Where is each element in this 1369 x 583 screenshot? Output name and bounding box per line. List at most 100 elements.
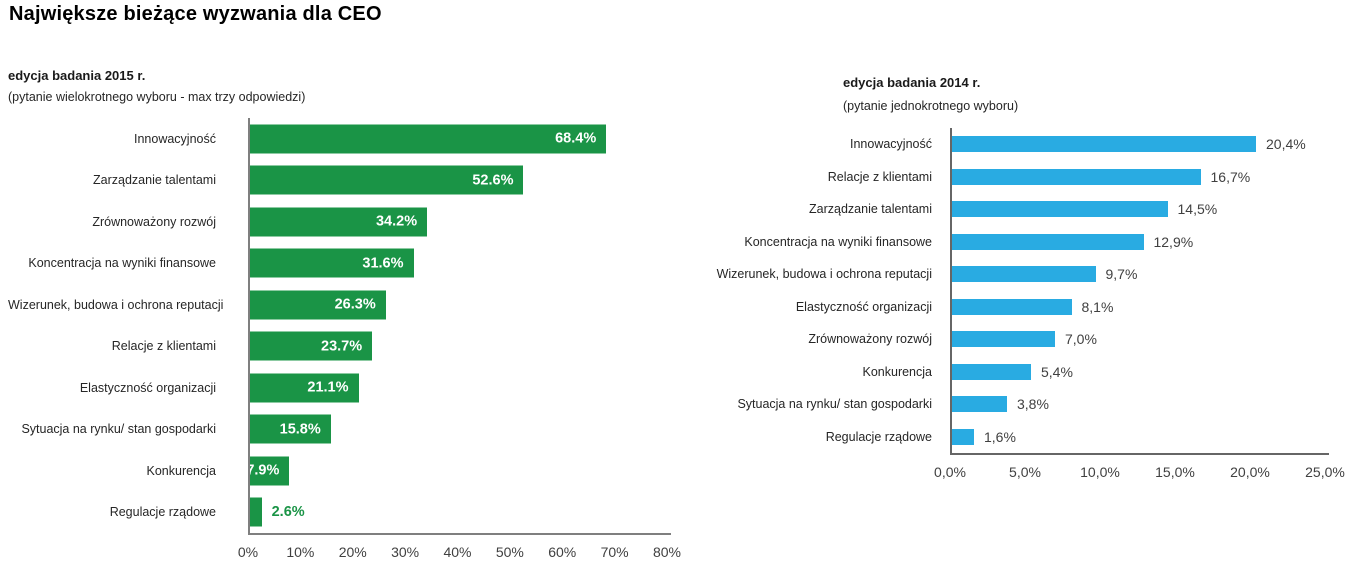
bar: 34.2% <box>248 207 428 237</box>
chart-2014-subtitle: (pytanie jednokrotnego wyboru) <box>843 99 1019 113</box>
value-label: 14,5% <box>1177 201 1218 218</box>
value-label: 15.8% <box>279 421 321 438</box>
bar: 26.3% <box>248 290 386 320</box>
x-tick-label: 20,0% <box>1230 464 1270 480</box>
value-label: 31.6% <box>362 255 404 272</box>
bar-track: 2.6% <box>248 492 667 534</box>
bar-row: Konkurencja 7.9% <box>8 450 667 492</box>
bar-track: 26.3% <box>248 284 667 326</box>
bar-track: 52.6% <box>248 160 667 202</box>
bar-row: Sytuacja na rynku/ stan gospodarki 15.8% <box>8 409 667 451</box>
x-tick-label: 10,0% <box>1080 464 1120 480</box>
bar <box>950 266 1096 283</box>
value-label: 8,1% <box>1081 298 1114 315</box>
chart-2015-header: edycja badania 2015 r. <box>8 68 146 83</box>
bar <box>950 233 1144 250</box>
bar-row: Innowacyjność 20,4% <box>705 128 1325 161</box>
category-label: Wizerunek, budowa i ochrona reputacji <box>716 267 932 282</box>
bar-row: Regulacje rządowe 1,6% <box>705 421 1325 454</box>
chart-2014-plot: Innowacyjność 20,4% Relacje z klientami 16,… <box>705 128 1345 480</box>
chart-2014-bar-rows: Innowacyjność 20,4% Relacje z klientami 16,… <box>705 128 1325 453</box>
category-label: Konkurencja <box>862 364 933 379</box>
x-tick-label: 50% <box>495 544 524 560</box>
category-label: Zrównoważony rozwój <box>92 214 216 229</box>
value-label: 3,8% <box>1017 396 1049 413</box>
bar <box>248 497 262 527</box>
x-tick-label: 60% <box>548 544 577 560</box>
bar-track: 1,6% <box>950 421 1325 454</box>
value-label: 21.1% <box>307 379 349 396</box>
bar-row: Relacje z klientami 23.7% <box>8 326 667 368</box>
bar-row: Relacje z klientami 16,7% <box>705 161 1325 194</box>
category-label: Wizerunek, budowa i ochrona reputacji <box>8 297 224 312</box>
bar <box>950 428 974 445</box>
bar <box>950 168 1201 185</box>
chart-2015-bar-rows: Innowacyjność 68.4% Zarządzanie talentami 5… <box>8 118 667 533</box>
category-label: Koncentracja na wyniki finansowe <box>744 234 932 249</box>
bar-row: Koncentracja na wyniki finansowe 31.6% <box>8 243 667 285</box>
x-tick-label: 20% <box>338 544 367 560</box>
bar-row: Wizerunek, budowa i ochrona reputacji 26.… <box>8 284 667 326</box>
chart-2015-plot: Innowacyjność 68.4% Zarządzanie talentami 5… <box>8 118 681 560</box>
category-label: Regulacje rządowe <box>109 505 216 520</box>
category-label: Innowacyjność <box>134 131 216 146</box>
x-axis-line <box>950 453 1329 455</box>
category-label: Relacje z klientami <box>827 169 932 184</box>
value-label: 5,4% <box>1041 363 1073 380</box>
x-tick-label: 25,0% <box>1305 464 1345 480</box>
category-label: Zarządzanie talentami <box>93 173 216 188</box>
x-tick-label: 80% <box>652 544 682 560</box>
bar-track: 31.6% <box>248 243 667 285</box>
bar <box>950 136 1256 153</box>
category-label: Sytuacja na rynku/ stan gospodarki <box>737 397 932 412</box>
bar-row: Koncentracja na wyniki finansowe 12,9% <box>705 226 1325 259</box>
bar-row: Wizerunek, budowa i ochrona reputacji 9,7… <box>705 258 1325 291</box>
bar <box>950 396 1007 413</box>
chart-2015-subtitle: (pytanie wielokrotnego wyboru - max trzy… <box>8 90 306 104</box>
x-axis-ticks: 0,0% 5,0% 10,0% 15,0% 20,0% 25,0% <box>934 464 1345 482</box>
category-label: Zarządzanie talentami <box>809 202 932 217</box>
bar-row: Regulacje rządowe 2.6% <box>8 492 667 534</box>
bar-track: 8,1% <box>950 291 1325 324</box>
bar-row: Elastyczność organizacji 21.1% <box>8 367 667 409</box>
y-axis-line <box>248 118 250 533</box>
bar-track: 14,5% <box>950 193 1325 226</box>
bar <box>950 363 1031 380</box>
bar: 68.4% <box>248 124 607 154</box>
category-label: Koncentracja na wyniki finansowe <box>28 256 216 271</box>
value-label: 9,7% <box>1105 266 1138 283</box>
bar-track: 20,4% <box>950 128 1325 161</box>
bar-track: 23.7% <box>248 326 667 368</box>
value-label: 12,9% <box>1153 233 1194 250</box>
category-label: Regulacje rządowe <box>825 429 932 444</box>
bar-track: 7.9% <box>246 450 667 492</box>
x-axis-line <box>248 533 671 535</box>
bar: 23.7% <box>248 331 373 361</box>
bar-track: 68.4% <box>248 118 667 160</box>
value-label: 52.6% <box>472 172 514 189</box>
bar: 21.1% <box>248 373 359 403</box>
x-tick-label: 0% <box>237 544 259 560</box>
category-label: Elastyczność organizacji <box>795 299 932 314</box>
y-axis-line <box>950 128 952 453</box>
bar-row: Innowacyjność 68.4% <box>8 118 667 160</box>
bar-track: 7,0% <box>950 323 1325 356</box>
category-label: Elastyczność organizacji <box>79 380 216 395</box>
bar <box>950 298 1072 315</box>
bar: 52.6% <box>248 165 524 195</box>
bar-row: Elastyczność organizacji 8,1% <box>705 291 1325 324</box>
bar <box>950 201 1168 218</box>
value-label: 7,0% <box>1065 331 1097 348</box>
bar-track: 5,4% <box>950 356 1325 389</box>
bar-track: 34.2% <box>248 201 667 243</box>
category-label: Konkurencja <box>146 463 217 478</box>
bar-row: Sytuacja na rynku/ stan gospodarki 3,8% <box>705 388 1325 421</box>
bar: 15.8% <box>248 414 331 444</box>
value-label: 23.7% <box>321 338 363 355</box>
bar-track: 12,9% <box>950 226 1325 259</box>
value-label: 20,4% <box>1266 136 1306 153</box>
bar-track: 9,7% <box>950 258 1325 291</box>
x-tick-label: 70% <box>600 544 629 560</box>
x-tick-label: 30% <box>391 544 420 560</box>
bar-track: 15.8% <box>248 409 667 451</box>
